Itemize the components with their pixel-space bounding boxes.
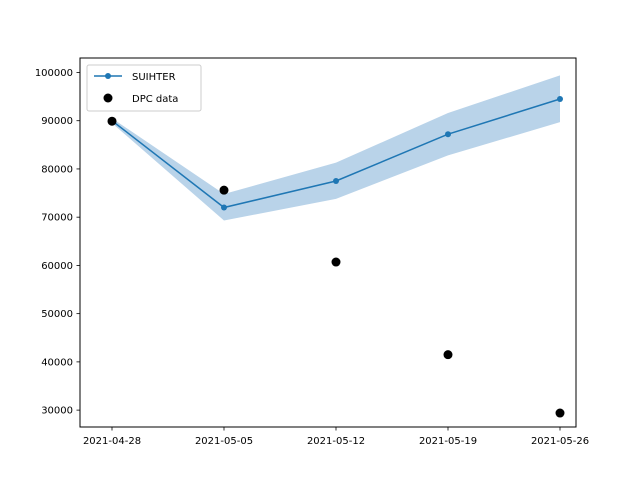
y-tick-label: 60000 (41, 261, 73, 272)
confidence-band (112, 75, 560, 221)
x-tick-label: 2021-04-28 (83, 436, 141, 447)
confidence-band-layer (112, 75, 560, 221)
y-tick-label: 70000 (41, 213, 73, 224)
scatter-point (107, 116, 117, 126)
scatter-point (331, 257, 341, 267)
x-tick-label: 2021-05-26 (531, 436, 589, 447)
x-tick-label: 2021-05-19 (419, 436, 477, 447)
scatter-layer (107, 116, 565, 418)
scatter-point (555, 408, 565, 418)
y-tick-label: 50000 (41, 309, 73, 320)
line-point (445, 131, 451, 138)
y-tick-label: 80000 (41, 164, 73, 175)
line-point (221, 204, 227, 211)
legend-scatter-marker (103, 93, 113, 103)
plot-frame (79, 57, 577, 428)
line-point (557, 96, 563, 102)
y-tick-label: 100000 (35, 68, 73, 79)
y-tick-label: 90000 (41, 116, 73, 127)
legend-label-series-1: SUIHTER (132, 72, 176, 83)
legend: SUIHTER DPC data (86, 64, 202, 112)
legend-label-series-2: DPC data (132, 94, 178, 105)
y-tick-label: 40000 (41, 357, 73, 368)
y-tick-label: 30000 (41, 406, 73, 417)
line-point (333, 178, 339, 184)
x-tick-label: 2021-05-05 (195, 436, 253, 447)
x-axis: 2021-04-28 2021-05-05 2021-05-12 2021-05-19… (83, 427, 589, 447)
legend-line-marker (105, 73, 111, 79)
y-axis: 30000 40000 50000 60000 70000 80000 90000 10000… (35, 68, 80, 417)
scatter-point (443, 350, 453, 360)
x-tick-label: 2021-05-12 (307, 436, 365, 447)
scatter-point (219, 185, 229, 195)
